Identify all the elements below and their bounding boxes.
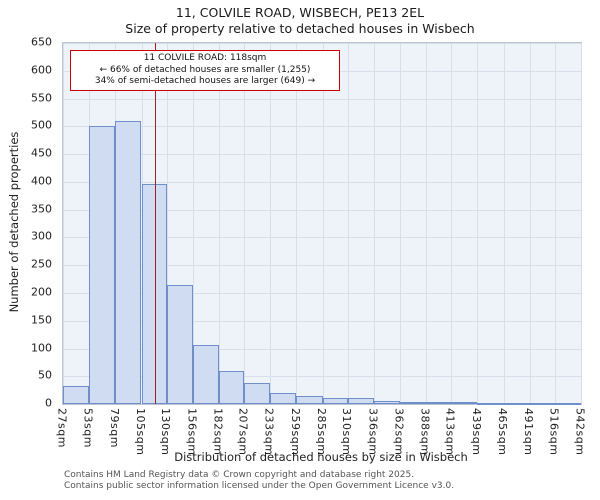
h-gridline [63, 265, 581, 267]
x-tick-label: 413sqm [443, 408, 457, 456]
histogram-bar [270, 392, 297, 404]
plot-area [62, 42, 582, 406]
x-tick-label: 27sqm [55, 408, 69, 448]
x-tick-label: 53sqm [81, 408, 95, 448]
histogram-bar [503, 402, 530, 405]
h-gridline [63, 98, 581, 100]
y-tick-label: 250 [31, 257, 52, 271]
histogram-bar [373, 401, 400, 404]
x-tick-label: 259sqm [288, 408, 302, 456]
y-tick-label: 400 [31, 174, 52, 188]
histogram-bar [529, 403, 555, 406]
v-gridline [581, 43, 582, 404]
histogram-bar [296, 396, 323, 404]
h-gridline [63, 154, 581, 156]
histogram-bar [218, 370, 244, 404]
v-gridline [192, 43, 194, 404]
x-tick-label: 491sqm [522, 408, 536, 456]
x-tick-label: 516sqm [547, 408, 561, 456]
v-gridline [166, 43, 168, 404]
y-tick-label: 0 [45, 396, 52, 410]
y-tick-label: 550 [31, 91, 52, 104]
h-gridline [63, 43, 581, 44]
x-tick-label: 156sqm [185, 408, 199, 456]
x-tick-label: 310sqm [340, 408, 354, 456]
v-gridline [244, 43, 245, 404]
v-gridline [400, 43, 401, 404]
annotation-larger-text: 34% of semi-detached houses are larger (… [94, 76, 316, 86]
histogram-bar [63, 385, 90, 404]
y-tick-label: 200 [31, 285, 52, 299]
annotation-title: 11 COLVILE ROAD: 118sqm [143, 53, 267, 63]
v-gridline [451, 43, 453, 404]
histogram-bar [554, 402, 581, 405]
x-tick-label: 233sqm [262, 408, 276, 456]
x-tick-label: 439sqm [469, 408, 483, 456]
v-gridline [503, 43, 505, 404]
h-gridline [63, 348, 581, 350]
x-tick-label: 130sqm [159, 408, 173, 456]
x-tick-label: 285sqm [315, 408, 328, 456]
histogram-bar [89, 126, 116, 404]
v-gridline [529, 43, 531, 404]
histogram-bar [322, 398, 348, 404]
h-gridline [63, 292, 581, 294]
v-gridline [322, 43, 324, 404]
footer-line2: Contains public sector information licen… [64, 481, 455, 491]
y-tick-label: 150 [31, 313, 52, 327]
h-gridline [63, 126, 581, 128]
v-gridline [63, 43, 64, 404]
v-gridline [218, 43, 220, 404]
annotation-box: 11 COLVILE ROAD: 118sqm ← 66% of detache… [70, 50, 340, 91]
h-gridline [63, 237, 581, 239]
v-gridline [270, 43, 272, 404]
y-tick-label: 350 [31, 202, 52, 216]
v-gridline [554, 43, 556, 404]
h-gridline [63, 320, 581, 322]
histogram-bar [451, 402, 478, 405]
x-axis-title: Distribution of detached houses by size … [174, 450, 468, 464]
y-tick-label: 300 [31, 229, 52, 243]
x-tick-label: 79sqm [107, 408, 121, 448]
footer-line1: Contains HM Land Registry data © Crown c… [64, 470, 415, 480]
histogram-bar [192, 344, 219, 404]
v-gridline [477, 43, 479, 404]
histogram-bar [426, 401, 452, 404]
x-tick-label: 207sqm [236, 408, 250, 456]
chart-subtitle: Size of property relative to detached ho… [125, 21, 475, 36]
histogram-bar [115, 120, 142, 404]
x-tick-label: 542sqm [573, 408, 587, 456]
x-tick-label: 465sqm [496, 408, 510, 456]
chart-title: 11, COLVILE ROAD, WISBECH, PE13 2EL [175, 5, 425, 20]
x-axis-labels: 27sqm 53sqm 79sqm 105sqm 130sqm 156sqm 182sqm 2… [56, 408, 587, 456]
histogram-bar [400, 401, 427, 404]
histogram-bar [347, 398, 374, 404]
histogram-bar [477, 403, 504, 406]
v-gridline [347, 43, 349, 404]
x-tick-label: 182sqm [211, 408, 225, 456]
y-tick-label: 500 [31, 118, 52, 132]
histogram-bar [141, 183, 167, 404]
x-tick-label: 362sqm [392, 408, 406, 456]
y-tick-label: 450 [31, 146, 52, 160]
y-axis-labels: 0 50 100 150 200 250 300 350 400 450 500 550 600 650 [0, 0, 58, 500]
v-gridline [426, 43, 428, 404]
marker-line [154, 43, 156, 404]
y-tick-label: 650 [31, 35, 52, 49]
h-gridline [63, 181, 581, 183]
x-tick-label: 105sqm [134, 408, 147, 456]
y-tick-label: 100 [31, 341, 52, 354]
h-gridline [63, 376, 581, 378]
v-gridline [373, 43, 375, 404]
annotation-smaller-text: ← 66% of detached houses are smaller (1,… [99, 64, 311, 75]
v-gridline [296, 43, 298, 404]
histogram-bar [166, 284, 193, 404]
x-tick-label: 388sqm [418, 408, 432, 456]
h-gridline [63, 209, 581, 211]
y-tick-label: 600 [31, 63, 52, 77]
y-tick-label: 50 [38, 368, 52, 382]
x-tick-label: 336sqm [366, 408, 380, 456]
histogram-bar [244, 382, 271, 404]
